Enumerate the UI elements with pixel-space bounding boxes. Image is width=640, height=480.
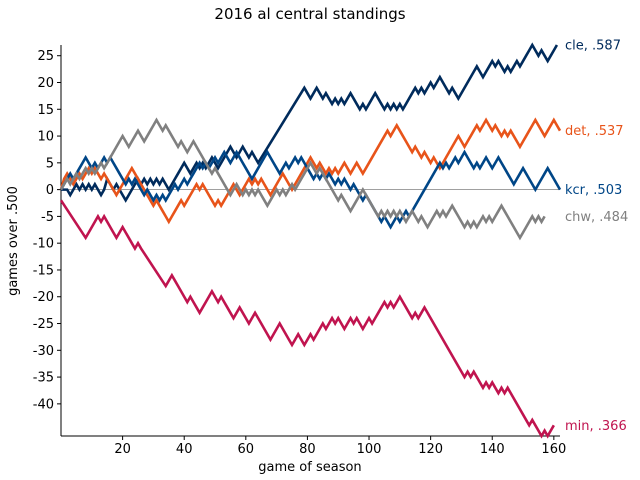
plot-area: 20 40 60 80 100 120 140 160-40-35-30-25-20-15-1… xyxy=(33,39,628,458)
x-tick-label: 40 xyxy=(176,442,193,457)
x-tick-label: 160 xyxy=(541,442,566,457)
y-tick-label: 15 xyxy=(37,103,54,118)
series-label-det: det, .537 xyxy=(565,124,624,139)
series-label-min: min, .366 xyxy=(565,419,627,434)
series-line-det xyxy=(59,117,562,225)
series-line-chw xyxy=(59,117,546,241)
y-tick-label: -20 xyxy=(33,290,54,305)
x-tick-label: 80 xyxy=(299,442,316,457)
y-tick-label: -10 xyxy=(33,237,54,252)
chart-title: 2016 al central standings xyxy=(214,5,405,23)
y-tick-label: 20 xyxy=(37,76,54,91)
y-tick-label: 10 xyxy=(37,130,54,145)
y-tick-label: 25 xyxy=(37,49,54,64)
x-tick-label: 140 xyxy=(480,442,505,457)
series-label-chw: chw, .484 xyxy=(565,210,628,225)
y-tick-label: 5 xyxy=(46,156,54,171)
y-tick-label: -35 xyxy=(33,371,54,386)
y-tick-label: -5 xyxy=(41,210,54,225)
y-axis-label: games over .500 xyxy=(6,186,21,296)
x-tick-label: 120 xyxy=(418,442,443,457)
y-tick-label: -25 xyxy=(33,317,54,332)
x-axis-label: game of season xyxy=(258,460,361,475)
series-label-cle: cle, .587 xyxy=(565,39,621,54)
y-tick-label: -15 xyxy=(33,263,54,278)
y-tick-label: -30 xyxy=(33,344,54,359)
series-label-kcr: kcr, .503 xyxy=(565,183,622,198)
series-line-min xyxy=(59,199,555,439)
series-line-kcr xyxy=(59,149,562,230)
y-tick-label: 0 xyxy=(46,183,54,198)
x-tick-label: 100 xyxy=(357,442,382,457)
series-line-cle xyxy=(61,42,559,203)
x-tick-label: 60 xyxy=(238,442,255,457)
x-tick-label: 20 xyxy=(114,442,131,457)
y-tick-label: -40 xyxy=(33,397,54,412)
